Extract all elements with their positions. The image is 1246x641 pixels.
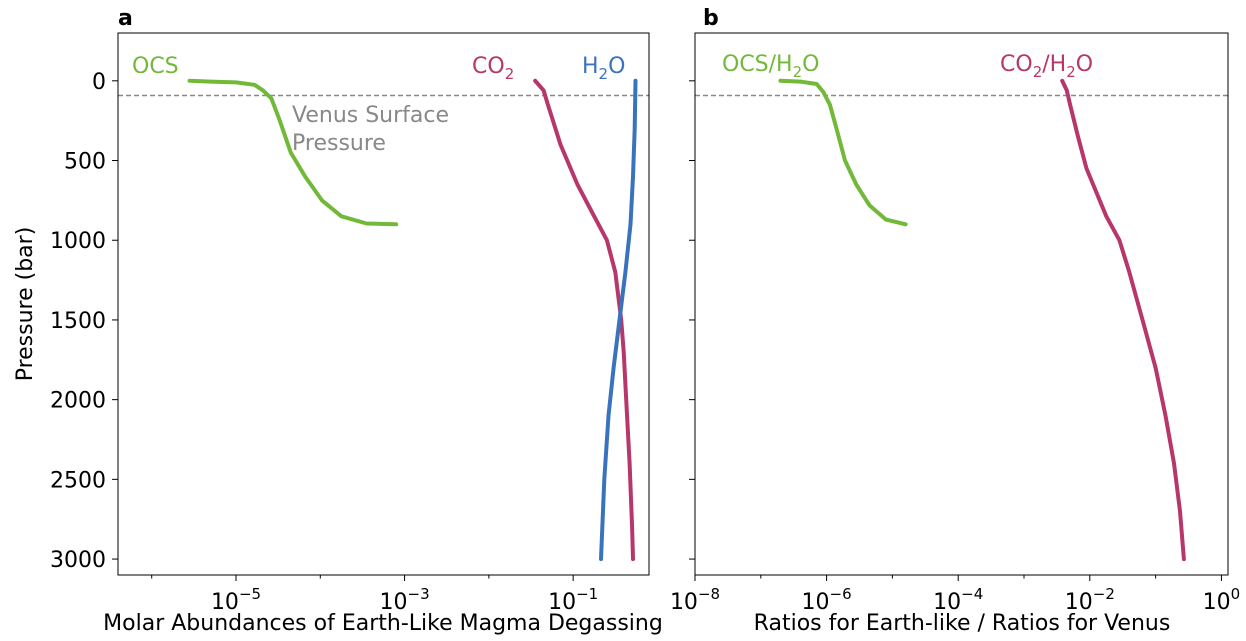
y-tick-label: 2500 bbox=[50, 468, 106, 493]
x-tick-label: 100 bbox=[1203, 585, 1241, 615]
x-tick-label: 10−1 bbox=[548, 585, 598, 615]
venus-surface-pressure-label: Venus Surface Pressure bbox=[292, 103, 449, 156]
panel-a: 0 500 1000 1500 2000 2500 3000 10−5 10−3 10−1 a Mol… bbox=[13, 6, 663, 636]
panel-b: 10−8 10−6 10−4 10−2 100 b Ratios for Earth-lik… bbox=[670, 6, 1240, 636]
series-label-co2: CO2 bbox=[472, 54, 514, 83]
axes-frame bbox=[694, 32, 1229, 576]
series-line-ocs bbox=[778, 78, 908, 227]
series-label-ocs: OCS/H2O bbox=[722, 52, 819, 81]
y-tick-label: 3000 bbox=[50, 548, 106, 573]
x-tick-label: 10−5 bbox=[211, 585, 261, 615]
panel-label: a bbox=[118, 6, 133, 31]
series-line-co2 bbox=[1060, 78, 1186, 562]
x-tick-label: 10−3 bbox=[380, 585, 430, 615]
x-tick-label: 10−6 bbox=[802, 585, 852, 615]
y-tick-label: 2000 bbox=[50, 389, 106, 414]
y-tick-label: 1000 bbox=[50, 229, 106, 254]
series-line-h2o bbox=[599, 78, 638, 562]
x-tick-label: 10−4 bbox=[933, 585, 983, 615]
y-tick-label: 1500 bbox=[50, 309, 106, 334]
y-axis-label: Pressure (bar) bbox=[13, 227, 38, 382]
x-tick-label: 10−2 bbox=[1065, 585, 1115, 615]
series-line-co2 bbox=[533, 78, 635, 562]
series-label-h2o: H2O bbox=[582, 54, 625, 83]
panel-label: b bbox=[703, 6, 719, 31]
axes-frame bbox=[117, 32, 650, 576]
series-label-co2: CO2/H2O bbox=[1000, 52, 1093, 81]
series-label-ocs: OCS bbox=[132, 54, 179, 79]
y-tick-label: 500 bbox=[64, 150, 106, 175]
x-axis-label: Molar Abundances of Earth-Like Magma Deg… bbox=[103, 611, 663, 636]
series-line-ocs bbox=[187, 78, 399, 227]
x-axis-label: Ratios for Earth-like / Ratios for Venus bbox=[754, 611, 1171, 636]
y-tick-label: 0 bbox=[92, 70, 106, 95]
x-tick-label: 10−8 bbox=[670, 585, 720, 615]
